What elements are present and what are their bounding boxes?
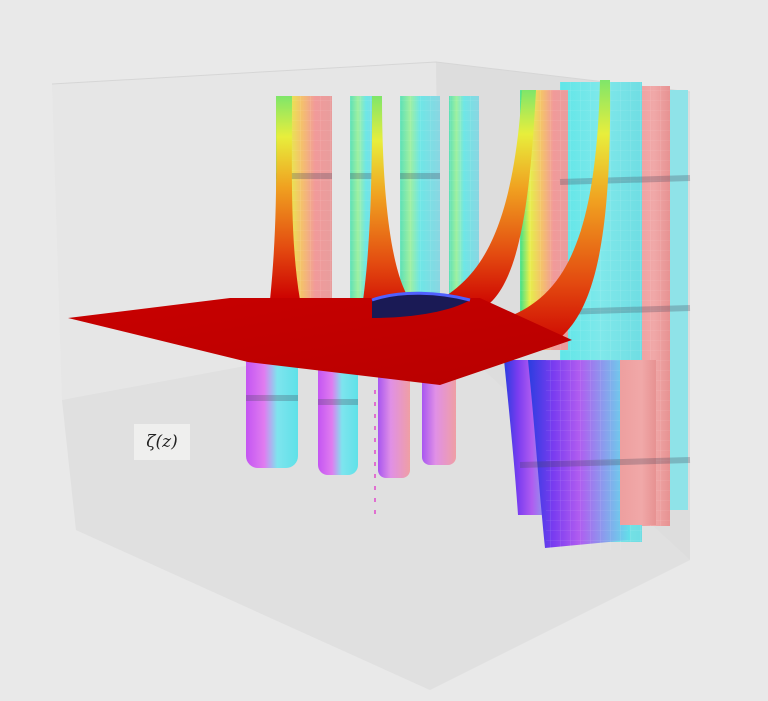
zeta-plane (68, 80, 611, 385)
function-label: ζ(z) (134, 424, 190, 460)
lower-tubes (246, 350, 656, 550)
